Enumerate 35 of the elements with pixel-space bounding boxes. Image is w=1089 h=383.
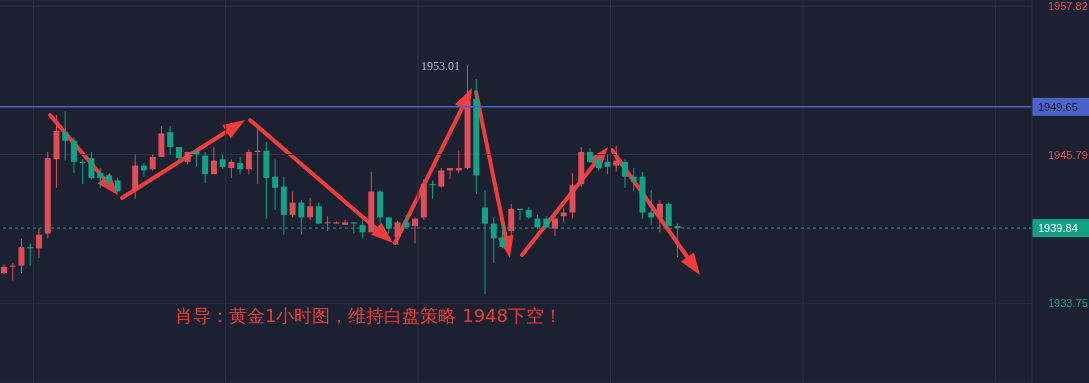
candlestick bbox=[438, 167, 445, 189]
candlestick bbox=[18, 237, 25, 274]
candlestick bbox=[551, 210, 558, 237]
candlestick bbox=[315, 202, 322, 225]
candlestick bbox=[237, 156, 244, 175]
candlestick bbox=[228, 158, 235, 179]
ref-line-label: 1949.65 bbox=[1038, 100, 1078, 113]
candlestick bbox=[210, 146, 217, 175]
annotation: 1953.01 bbox=[420, 58, 460, 73]
candlestick bbox=[613, 145, 620, 173]
candlestick bbox=[412, 216, 419, 244]
candlestick bbox=[9, 262, 16, 281]
candlestick bbox=[272, 158, 279, 211]
candlestick bbox=[604, 153, 611, 175]
candlestick bbox=[289, 191, 296, 218]
candlestick bbox=[202, 151, 209, 184]
candlestick bbox=[394, 220, 401, 246]
candlestick bbox=[656, 199, 663, 233]
candlestick bbox=[97, 167, 104, 189]
candlestick bbox=[307, 197, 314, 221]
candlestick bbox=[88, 151, 95, 180]
y-tick-label: 1957.82 bbox=[1048, 0, 1088, 12]
candlestick bbox=[167, 125, 174, 155]
candlestick bbox=[245, 148, 252, 175]
candlestick bbox=[158, 125, 165, 158]
candlestick bbox=[508, 203, 515, 237]
candlestick bbox=[621, 158, 628, 189]
candlestick bbox=[62, 110, 69, 162]
y-tick-label: 1945.79 bbox=[1048, 148, 1088, 161]
y-tick-label: 1933.75 bbox=[1048, 297, 1088, 310]
candlestick bbox=[35, 228, 42, 259]
ref-line-label: 1939.84 bbox=[1038, 222, 1078, 235]
candlestick bbox=[630, 167, 637, 192]
annotation: 肖导：黄金1小时图，维持白盘策略 1948下空！ bbox=[175, 304, 562, 328]
candlestick bbox=[70, 136, 77, 174]
